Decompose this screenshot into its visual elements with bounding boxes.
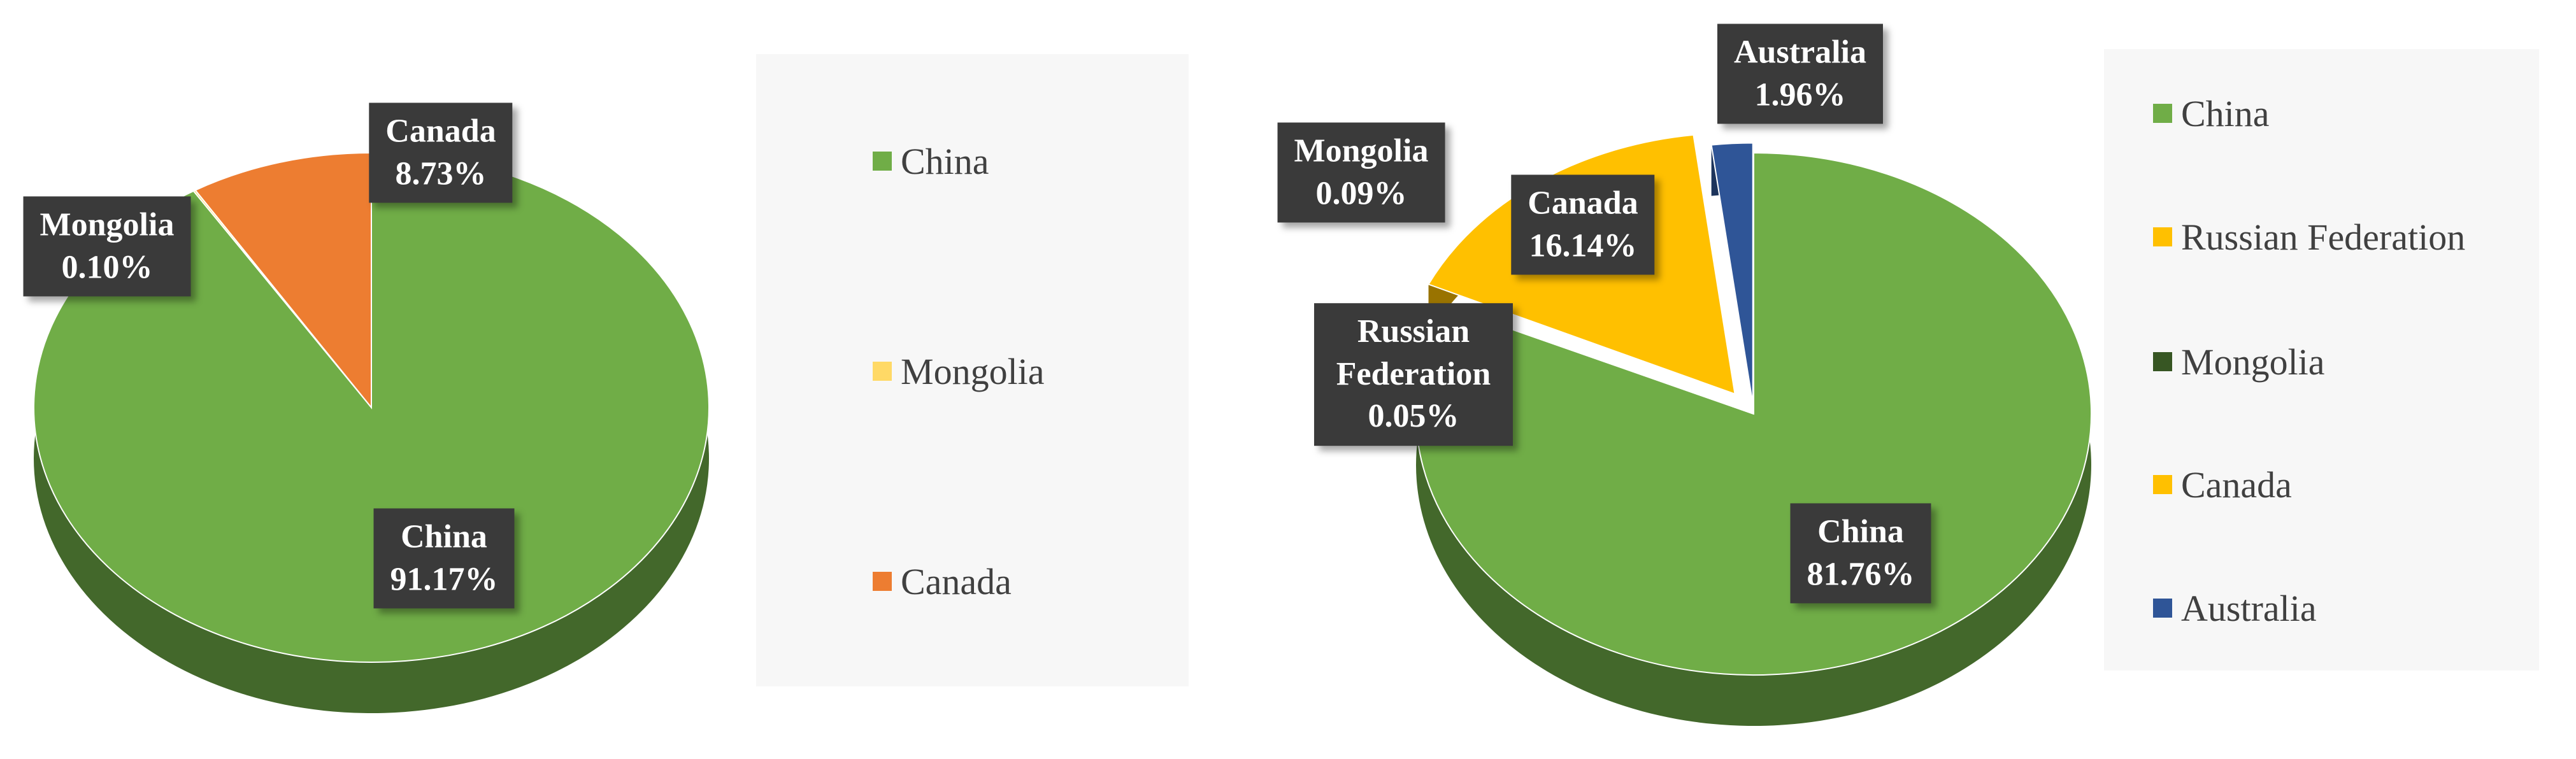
legend-swatch: [2153, 599, 2172, 618]
legend-swatch: [873, 362, 892, 381]
legend-label: Mongolia: [2181, 341, 2325, 383]
pie-tops: [33, 152, 710, 663]
data-label-value: 0.09%: [1315, 175, 1407, 211]
data-label-value: 1.96%: [1754, 76, 1846, 113]
legend-label: Mongolia: [901, 350, 1045, 392]
data-label: Russian Federation 0.05%: [1314, 303, 1513, 446]
legend-item: Canada: [873, 559, 1012, 604]
legend: [756, 54, 1189, 686]
data-label: Mongolia 0.09%: [1277, 122, 1445, 223]
slice: [1710, 142, 1754, 404]
data-label-category: Mongolia: [1294, 132, 1429, 169]
pie: [33, 152, 710, 714]
legend-item: Mongolia: [2153, 339, 2325, 384]
legend-label: China: [2181, 92, 2270, 134]
legend-item: China: [2153, 91, 2270, 136]
data-label-category: Russian Federation: [1336, 313, 1491, 392]
legend-swatch: [2153, 352, 2172, 371]
data-label: Canada 16.14%: [1511, 174, 1655, 275]
data-label-category: Canada: [385, 113, 496, 150]
legend: [2104, 49, 2539, 670]
data-label: Australia 1.96%: [1717, 24, 1883, 124]
data-label-category: China: [1817, 513, 1904, 550]
data-label-value: 8.73%: [395, 155, 487, 192]
legend-swatch: [873, 152, 892, 171]
data-label: China 81.76%: [1790, 503, 1931, 604]
data-label-category: Australia: [1734, 34, 1866, 71]
data-label: Canada 8.73%: [369, 103, 513, 203]
data-label-category: Canada: [1528, 185, 1638, 222]
legend-label: China: [901, 140, 989, 182]
legend-label: Canada: [901, 560, 1012, 602]
legend-item: Mongolia: [873, 349, 1045, 394]
legend-item: Canada: [2153, 462, 2292, 507]
legend-swatch: [2153, 104, 2172, 123]
data-label: Mongolia 0.10%: [23, 196, 191, 297]
legend-item: Australia: [2153, 586, 2317, 630]
data-label-value: 16.14%: [1529, 227, 1637, 264]
legend-label: Russian Federation: [2181, 216, 2466, 258]
data-label-value: 0.05%: [1368, 398, 1459, 435]
slice: [194, 152, 372, 409]
legend-swatch: [2153, 227, 2172, 246]
legend-label: Canada: [2181, 464, 2292, 506]
data-label-value: 91.17%: [390, 561, 498, 597]
data-label-category: China: [401, 518, 487, 555]
legend-swatch: [2153, 475, 2172, 494]
data-label-value: 81.76%: [1807, 556, 1915, 592]
data-label-category: Mongolia: [39, 206, 175, 243]
data-label-value: 0.10%: [61, 249, 153, 285]
data-label: China 91.17%: [373, 508, 515, 609]
legend-item: China: [873, 139, 989, 183]
legend-item: Russian Federation: [2153, 215, 2465, 259]
legend-label: Australia: [2181, 587, 2317, 629]
legend-swatch: [873, 572, 892, 591]
